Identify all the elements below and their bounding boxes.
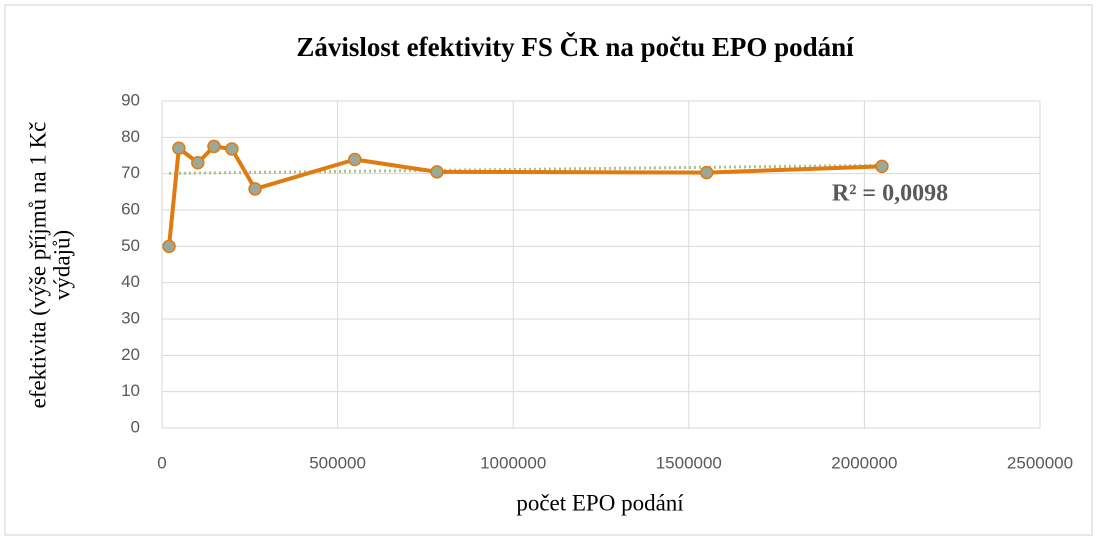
x-tick-label: 1000000 (480, 453, 546, 472)
data-point (430, 165, 444, 179)
y-tick-label: 70 (121, 163, 140, 182)
y-axis-label-line: výdajů) (49, 230, 74, 300)
data-line (167, 144, 883, 247)
y-tick-label: 50 (121, 236, 140, 255)
y-axis-label: efektivita (výše příjmů na 1 Kč výdajů) (25, 122, 74, 409)
data-point (172, 141, 186, 155)
x-tick-label: 2000000 (831, 453, 897, 472)
y-tick-label: 0 (131, 417, 140, 436)
data-point (348, 152, 362, 167)
y-tick-label: 10 (121, 381, 140, 400)
chart-border (4, 4, 1093, 536)
y-tick-label: 60 (121, 199, 140, 218)
y-tick-label: 90 (121, 90, 140, 109)
data-point (248, 182, 262, 196)
y-tick-label: 20 (121, 345, 140, 364)
chart-title: Závislost efektivity FS ČR na počtu EPO … (296, 32, 854, 62)
y-tick-label: 80 (121, 127, 140, 146)
x-tick-label: 500000 (309, 453, 366, 472)
data-point (207, 139, 221, 154)
x-axis-label: počet EPO podání (516, 490, 684, 515)
data-point (699, 165, 714, 180)
data-point (875, 159, 889, 174)
x-tick-label: 1500000 (656, 453, 722, 472)
y-tick-label: 30 (121, 308, 140, 327)
y-tick-label: 40 (121, 272, 140, 291)
x-tick-label: 0 (157, 453, 166, 472)
r-squared: R² = 0,0098 (832, 181, 948, 207)
data-point (191, 156, 205, 170)
data-point (162, 239, 176, 254)
trendline (169, 163, 882, 175)
y-axis-label-line: efektivita (výše příjmů na 1 Kč (25, 122, 50, 409)
data-point (225, 142, 239, 156)
x-tick-label: 2500000 (1007, 453, 1073, 472)
